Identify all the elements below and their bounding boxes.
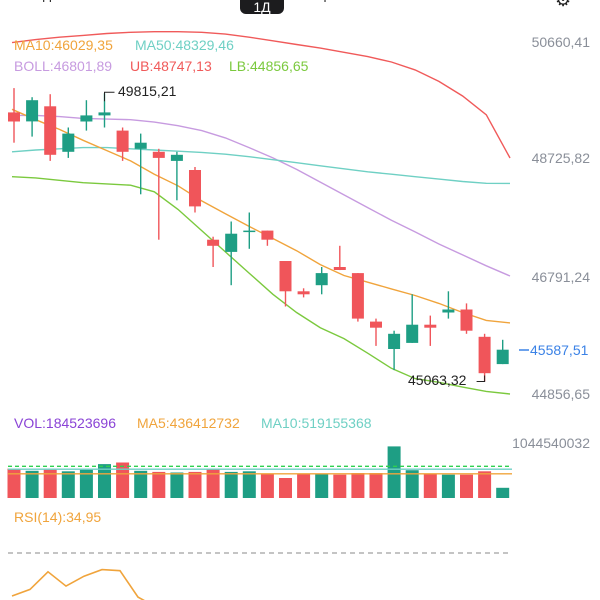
high-marker	[104, 91, 115, 102]
volume-bar	[279, 478, 292, 498]
legend-lb: LB:44856,65	[229, 58, 309, 74]
candle-body	[351, 273, 364, 319]
volume-bar	[260, 473, 274, 498]
candle-body	[315, 273, 328, 286]
candle-body	[170, 154, 183, 161]
volume-bars	[7, 446, 510, 498]
volume-bar	[224, 471, 238, 498]
indicator-lines	[11, 31, 511, 395]
legend-boll: BOLL:46801,89	[14, 58, 112, 74]
y-tick-label: 48725,82	[532, 150, 591, 166]
candle-body	[406, 324, 419, 343]
candle-body	[297, 291, 310, 295]
ub-line	[11, 31, 511, 159]
volume-bar	[7, 468, 21, 498]
price-panel: MA10:46029,35 MA50:48329,46 BOLL:46801,8…	[8, 31, 591, 402]
tab-more[interactable]: Ещё	[305, 0, 334, 14]
volume-bar	[315, 473, 329, 498]
candle-body	[62, 133, 75, 152]
volume-bar	[441, 474, 455, 498]
candle-body	[98, 112, 111, 116]
volume-bar	[206, 469, 220, 498]
candle-body	[225, 233, 238, 252]
candle-body	[460, 309, 473, 331]
volume-bar	[116, 462, 130, 498]
gear-icon[interactable]: ⚙	[555, 0, 572, 10]
candle-body	[44, 106, 57, 155]
volume-bar	[333, 474, 347, 498]
volume-bar	[478, 471, 492, 498]
volume-bar	[387, 446, 401, 498]
volume-bar	[134, 470, 148, 498]
candle-body	[189, 170, 201, 207]
candle-body	[424, 324, 437, 328]
tab-1m[interactable]: 1м	[88, 0, 105, 14]
tab-1w[interactable]: 1нед	[20, 0, 51, 14]
tab-15m[interactable]: 15м	[142, 0, 167, 14]
y-tick-label: 44856,65	[532, 386, 591, 402]
lb-line	[11, 176, 511, 395]
candle-body	[261, 230, 274, 240]
candle-body	[207, 239, 220, 246]
legend-ma10: MA10:46029,35	[14, 37, 113, 53]
candle-body	[243, 230, 256, 233]
volume-bar	[242, 471, 256, 498]
boll-line	[12, 114, 511, 277]
candle-body	[478, 336, 491, 374]
legend-rsi: RSI(14):34,95	[14, 509, 101, 525]
volume-bar	[297, 474, 311, 498]
ma10-line	[11, 108, 511, 324]
candle-body	[80, 115, 93, 122]
rsi-line	[11, 568, 145, 600]
candles	[8, 88, 509, 382]
volume-bar	[423, 474, 437, 498]
current-price-label: 45587,51	[530, 342, 589, 358]
candle-body	[442, 309, 455, 313]
candle-body	[388, 333, 401, 349]
volume-bar	[61, 471, 75, 498]
volume-bar	[460, 474, 473, 498]
volume-bar	[43, 469, 57, 498]
y-tick-label: 50660,41	[532, 34, 591, 50]
volume-bar	[152, 471, 166, 498]
volume-bar	[98, 464, 111, 498]
tab-1d[interactable]: 1Д	[240, 0, 284, 15]
tab-1h[interactable]: 1ч	[205, 0, 220, 14]
volume-bar	[79, 469, 93, 498]
y-tick-label: 46791,24	[532, 269, 591, 285]
rsi-panel: RSI(14):34,95	[8, 509, 512, 600]
candle-body	[333, 267, 346, 270]
candle-body	[8, 112, 20, 122]
volume-bar	[369, 473, 383, 498]
volume-bar	[25, 470, 39, 498]
price-annotations	[104, 91, 486, 382]
candle-body	[152, 151, 165, 158]
candle-body	[496, 349, 509, 365]
vol-y-tick-label: 1044540032	[512, 435, 590, 451]
legend-ub: UB:48747,13	[130, 58, 212, 74]
high-annotation: 49815,21	[118, 83, 177, 99]
legend-vol: VOL:184523696	[14, 415, 116, 431]
volume-bar	[170, 472, 184, 498]
low-marker	[476, 375, 486, 382]
volume-bar	[351, 473, 365, 498]
candle-body	[279, 261, 292, 292]
volume-bar	[405, 470, 419, 498]
volume-bar	[188, 471, 202, 498]
legend-vol-ma10: MA10:519155368	[261, 415, 372, 431]
volume-bar	[496, 487, 510, 498]
candle-body	[116, 130, 129, 152]
volume-panel: VOL:184523696 MA5:436412732 MA10:5191553…	[7, 415, 590, 498]
legend-ma50: MA50:48329,46	[135, 37, 234, 53]
candle-body	[134, 142, 147, 149]
candle-body	[370, 321, 382, 328]
candle-body	[26, 100, 39, 122]
legend-vol-ma5: MA5:436412732	[137, 415, 240, 431]
ma50-line	[11, 146, 511, 185]
low-annotation: 45063,32	[408, 372, 467, 388]
